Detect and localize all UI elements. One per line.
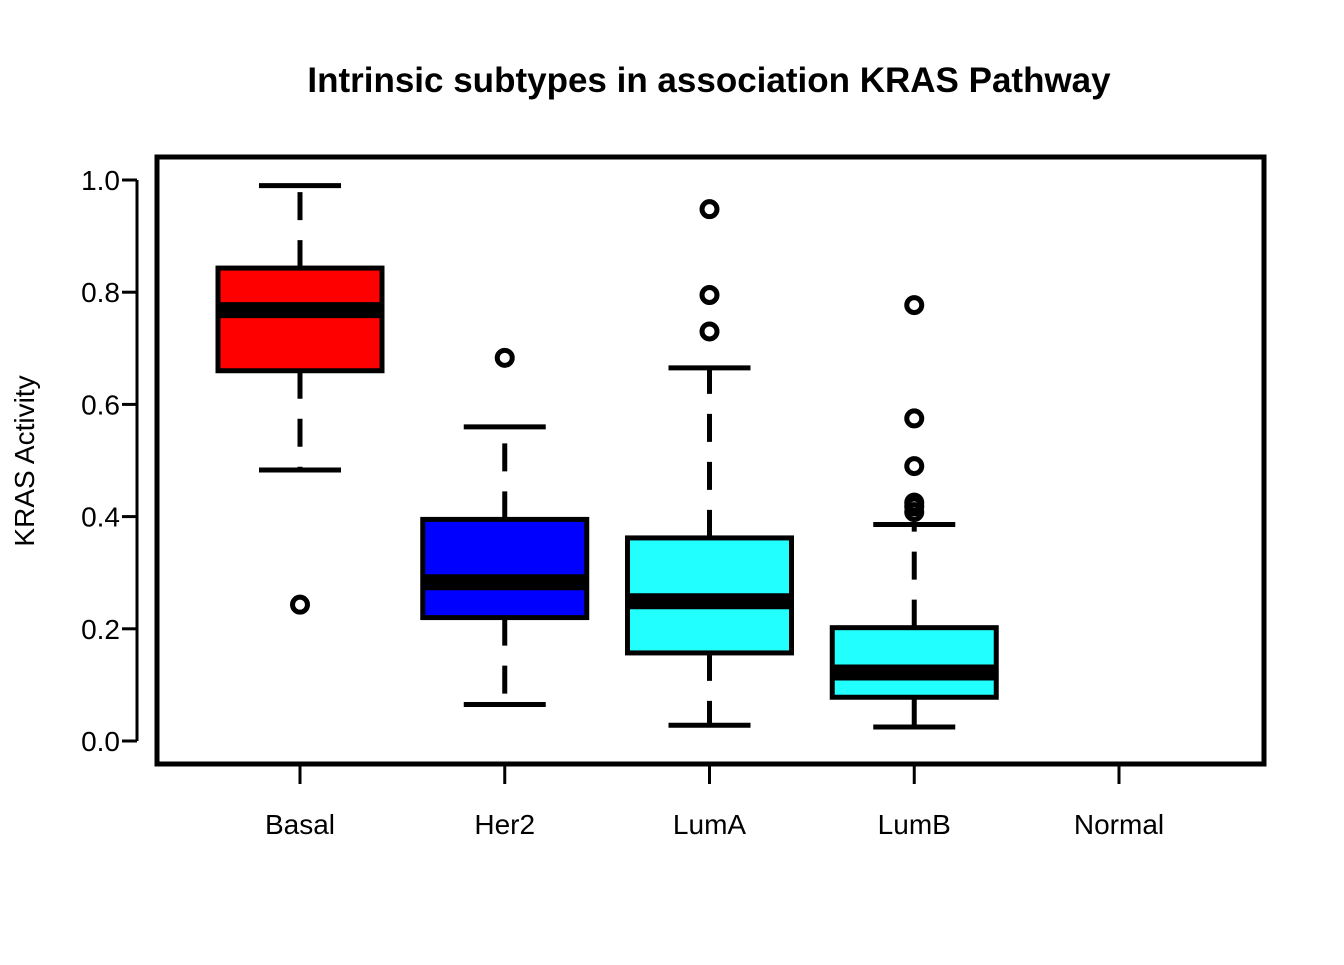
outlier-point — [904, 456, 925, 477]
box-lumb — [829, 295, 999, 730]
y-tick-label: 1.0 — [81, 165, 120, 196]
outlier-point — [904, 408, 925, 429]
box-iqr — [215, 265, 385, 374]
x-axis: Basal Her2 LumA LumB Normal — [265, 764, 1164, 840]
box-luma — [625, 199, 794, 728]
x-tick-label: LumA — [673, 809, 746, 840]
outlier-point — [699, 285, 720, 306]
y-axis: 0.0 0.2 0.4 0.6 0.8 1.0 — [81, 165, 139, 757]
outlier-point — [904, 295, 925, 316]
box-her2 — [420, 347, 590, 708]
chart-title: Intrinsic subtypes in association KRAS P… — [307, 61, 1111, 100]
outlier-point — [494, 347, 515, 368]
y-tick-label: 0.2 — [81, 614, 120, 645]
y-tick-label: 0.8 — [81, 277, 120, 308]
y-tick-label: 0.6 — [81, 389, 120, 420]
box-basal — [215, 183, 385, 615]
y-tick-label: 0.0 — [81, 726, 120, 757]
x-tick-label: LumB — [878, 809, 951, 840]
y-axis-label: KRAS Activity — [9, 375, 40, 546]
outlier-point — [699, 321, 720, 342]
box-series — [215, 183, 999, 730]
outlier-point — [290, 594, 310, 615]
x-tick-label: Basal — [265, 809, 335, 840]
box-iqr — [829, 625, 999, 700]
outlier-point — [699, 199, 720, 220]
outlier-point — [904, 492, 925, 513]
box-iqr — [420, 516, 590, 621]
y-tick-label: 0.4 — [81, 502, 120, 533]
x-tick-label: Normal — [1074, 809, 1164, 840]
x-tick-label: Her2 — [474, 809, 535, 840]
